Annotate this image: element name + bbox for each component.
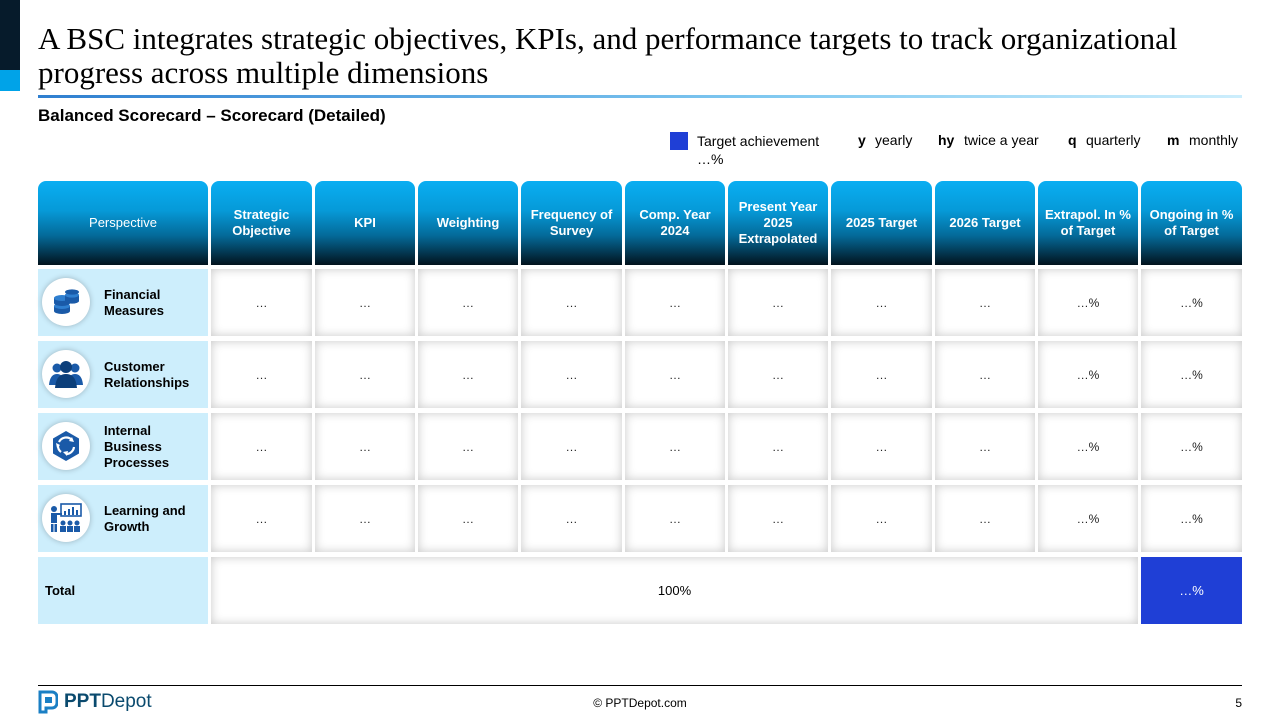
table-cell: … xyxy=(625,269,725,336)
table-cell: …% xyxy=(1038,413,1138,480)
legend-key-twice: hy xyxy=(938,132,955,148)
legend-label-yearly: yearly xyxy=(875,132,913,148)
table-cell: … xyxy=(935,485,1035,552)
legend: Target achievement …% y yearly hy twice … xyxy=(670,132,1242,168)
legend-key-quarterly: q xyxy=(1068,132,1077,148)
header-ongoing-pct: Ongoing in % of Target xyxy=(1141,181,1242,265)
header-kpi: KPI xyxy=(315,181,415,265)
table-cell: … xyxy=(418,413,518,480)
total-weighting: 100% xyxy=(211,557,1138,624)
table-cell: … xyxy=(831,485,932,552)
perspective-cell: Financial Measures xyxy=(38,269,208,336)
table-cell: … xyxy=(315,269,415,336)
table-cell: …% xyxy=(1038,269,1138,336)
table-cell: … xyxy=(728,269,828,336)
logo-text-bold: PPT xyxy=(64,691,101,712)
table-cell: … xyxy=(315,413,415,480)
table-cell: …% xyxy=(1141,485,1242,552)
slide-subtitle: Balanced Scorecard – Scorecard (Detailed… xyxy=(38,106,386,125)
table-cell: … xyxy=(521,485,622,552)
table-cell: … xyxy=(831,341,932,408)
table-cell: …% xyxy=(1038,341,1138,408)
copyright: © PPTDepot.com xyxy=(593,696,687,710)
presentation-audience-icon xyxy=(42,494,90,542)
table-cell: … xyxy=(728,413,828,480)
table-cell: … xyxy=(418,269,518,336)
perspective-cell: Customer Relationships xyxy=(38,341,208,408)
table-cell: … xyxy=(315,341,415,408)
title-divider xyxy=(38,95,1242,98)
table-cell: … xyxy=(211,341,312,408)
table-cell: … xyxy=(315,485,415,552)
achievement-swatch xyxy=(670,132,688,150)
table-cell: … xyxy=(728,485,828,552)
header-strategic-objective: Strategic Objective xyxy=(211,181,312,265)
table-cell: … xyxy=(625,485,725,552)
header-frequency: Frequency of Survey xyxy=(521,181,622,265)
perspective-cell: Learning and Growth xyxy=(38,485,208,552)
pptdepot-logo: PPTDepot xyxy=(38,690,152,714)
table-cell: …% xyxy=(1141,413,1242,480)
page-number: 5 xyxy=(1235,696,1242,710)
process-cycle-icon xyxy=(42,422,90,470)
total-ongoing: …% xyxy=(1141,557,1242,624)
header-extrapol-pct: Extrapol. In % of Target xyxy=(1038,181,1138,265)
table-cell: …% xyxy=(1141,269,1242,336)
table-cell: … xyxy=(521,269,622,336)
perspective-label: Learning and Growth xyxy=(104,502,186,534)
table-cell: … xyxy=(728,341,828,408)
perspective-cell: Internal Business Processes xyxy=(38,413,208,480)
table-cell: … xyxy=(521,413,622,480)
table-cell: … xyxy=(625,413,725,480)
table-cell: …% xyxy=(1141,341,1242,408)
header-2025-target: 2025 Target xyxy=(831,181,932,265)
perspective-label: Customer Relationships xyxy=(104,358,190,390)
table-cell: … xyxy=(418,485,518,552)
table-cell: … xyxy=(418,341,518,408)
table-cell: … xyxy=(831,269,932,336)
accent-bar-light xyxy=(0,70,20,91)
customers-group-icon xyxy=(42,350,90,398)
slide-title: A BSC integrates strategic objectives, K… xyxy=(38,21,1178,90)
footer-divider xyxy=(38,685,1242,686)
table-cell: … xyxy=(831,413,932,480)
legend-label-quarterly: quarterly xyxy=(1086,132,1141,148)
coins-stack-icon xyxy=(42,278,90,326)
legend-key-yearly: y xyxy=(858,132,866,148)
accent-bar-dark xyxy=(0,0,20,70)
table-cell: … xyxy=(211,413,312,480)
table-cell: … xyxy=(625,341,725,408)
logo-icon xyxy=(38,690,58,714)
total-label: Total xyxy=(38,557,208,624)
legend-label-twice: twice a year xyxy=(964,132,1039,148)
legend-key-monthly: m xyxy=(1167,132,1180,148)
achievement-label: Target achievement …% xyxy=(697,133,820,167)
table-cell: … xyxy=(935,413,1035,480)
table-cell: … xyxy=(521,341,622,408)
table-cell: … xyxy=(211,269,312,336)
header-present-year: Present Year 2025 Extrapolated xyxy=(728,181,828,265)
perspective-label: Financial Measures xyxy=(104,286,164,318)
header-comp-year: Comp. Year 2024 xyxy=(625,181,725,265)
header-2026-target: 2026 Target xyxy=(935,181,1035,265)
table-cell: … xyxy=(211,485,312,552)
table-cell: … xyxy=(935,269,1035,336)
table-cell: … xyxy=(935,341,1035,408)
table-cell: …% xyxy=(1038,485,1138,552)
legend-label-monthly: monthly xyxy=(1189,132,1239,148)
perspective-label: Internal Business Processes xyxy=(104,422,170,470)
header-weighting: Weighting xyxy=(418,181,518,265)
header-perspective: Perspective xyxy=(38,181,208,265)
logo-text-rest: Depot xyxy=(100,691,152,712)
